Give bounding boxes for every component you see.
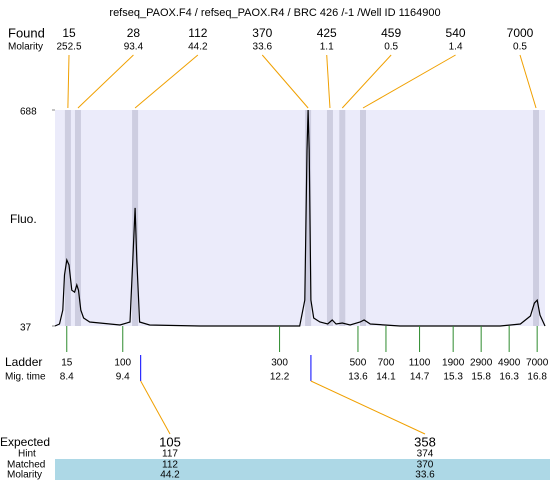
table-highlight xyxy=(55,459,550,480)
ladder-size: 1100 xyxy=(409,358,431,369)
mig-time-label: Mig. time xyxy=(5,372,46,383)
y-axis-label: Fluo. xyxy=(10,212,37,226)
ladder-size: 100 xyxy=(114,358,131,369)
found-label: Found xyxy=(8,25,45,40)
found-size: 28 xyxy=(127,26,141,40)
ladder-time: 16.8 xyxy=(527,372,547,383)
expected-molarity-label: Molarity xyxy=(7,470,42,480)
ladder-time: 8.4 xyxy=(60,372,74,383)
peak-connector xyxy=(341,54,392,109)
matched-label: Matched xyxy=(7,460,45,471)
expected-molarity: 44.2 xyxy=(160,470,180,480)
ladder-size: 500 xyxy=(350,358,367,369)
ladder-size: 4900 xyxy=(498,358,521,369)
hint-value: 117 xyxy=(162,449,178,460)
found-molarity: 0.5 xyxy=(513,42,527,53)
found-molarity: 1.4 xyxy=(449,42,463,53)
ladder-time: 16.3 xyxy=(499,372,519,383)
found-molarity: 252.5 xyxy=(56,42,81,53)
expected-label: Expected xyxy=(0,435,50,449)
ladder-size: 15 xyxy=(61,358,73,369)
peak-connector xyxy=(134,54,199,109)
chart-title: refseq_PAOX.F4 / refseq_PAOX.R4 / BRC 42… xyxy=(109,7,440,19)
expected-size: 358 xyxy=(414,434,436,449)
ladder-size: 700 xyxy=(378,358,395,369)
expected-size: 105 xyxy=(159,434,181,449)
ladder-size: 2900 xyxy=(470,358,493,369)
ladder-size: 300 xyxy=(271,358,288,369)
ladder-time: 13.6 xyxy=(348,372,368,383)
peak-band xyxy=(339,110,346,326)
found-molarity: 44.2 xyxy=(188,42,208,53)
peak-band xyxy=(74,110,81,326)
found-molarity: 1.1 xyxy=(320,42,334,53)
ladder-time: 15.3 xyxy=(443,372,463,383)
matched-value: 112 xyxy=(162,460,178,471)
peak-connector xyxy=(77,54,134,109)
y-tick-label: 37 xyxy=(20,323,32,334)
hint-label: Hint xyxy=(18,449,36,460)
found-size: 15 xyxy=(62,26,76,40)
expected-connector xyxy=(310,380,426,435)
hint-value: 374 xyxy=(417,449,434,460)
found-molarity: 33.6 xyxy=(253,42,273,53)
y-tick-label: 688 xyxy=(20,107,37,118)
found-size: 425 xyxy=(317,26,337,40)
molarity-label: Molarity xyxy=(8,42,43,53)
trace xyxy=(54,109,546,327)
found-size: 540 xyxy=(446,26,466,40)
peak-connector xyxy=(519,54,537,109)
plot-area xyxy=(55,110,545,326)
peak-band xyxy=(64,110,71,326)
peak-band xyxy=(326,110,333,326)
peak-connector xyxy=(326,54,331,109)
peak-connector xyxy=(261,54,309,109)
peak-band xyxy=(533,110,540,326)
found-molarity: 93.4 xyxy=(124,42,144,53)
ladder-size: 1900 xyxy=(442,358,465,369)
ladder-time: 12.2 xyxy=(270,372,290,383)
found-size: 370 xyxy=(252,26,272,40)
ladder-time: 15.8 xyxy=(471,372,491,383)
found-molarity: 0.5 xyxy=(384,42,398,53)
ladder-size: 7000 xyxy=(526,358,549,369)
peak-connector xyxy=(67,54,70,109)
ladder-time: 14.1 xyxy=(376,372,396,383)
peak-connector xyxy=(362,54,456,109)
ladder-label: Ladder xyxy=(5,355,42,369)
found-size: 112 xyxy=(188,26,207,40)
expected-molarity: 33.6 xyxy=(415,470,435,480)
peak-band xyxy=(360,110,366,326)
matched-value: 370 xyxy=(417,460,434,471)
found-size: 459 xyxy=(381,26,401,40)
found-size: 7000 xyxy=(507,26,534,40)
ladder-time: 9.4 xyxy=(116,372,130,383)
expected-connector xyxy=(140,380,171,435)
ladder-time: 14.7 xyxy=(410,372,430,383)
peak-band xyxy=(305,110,312,326)
